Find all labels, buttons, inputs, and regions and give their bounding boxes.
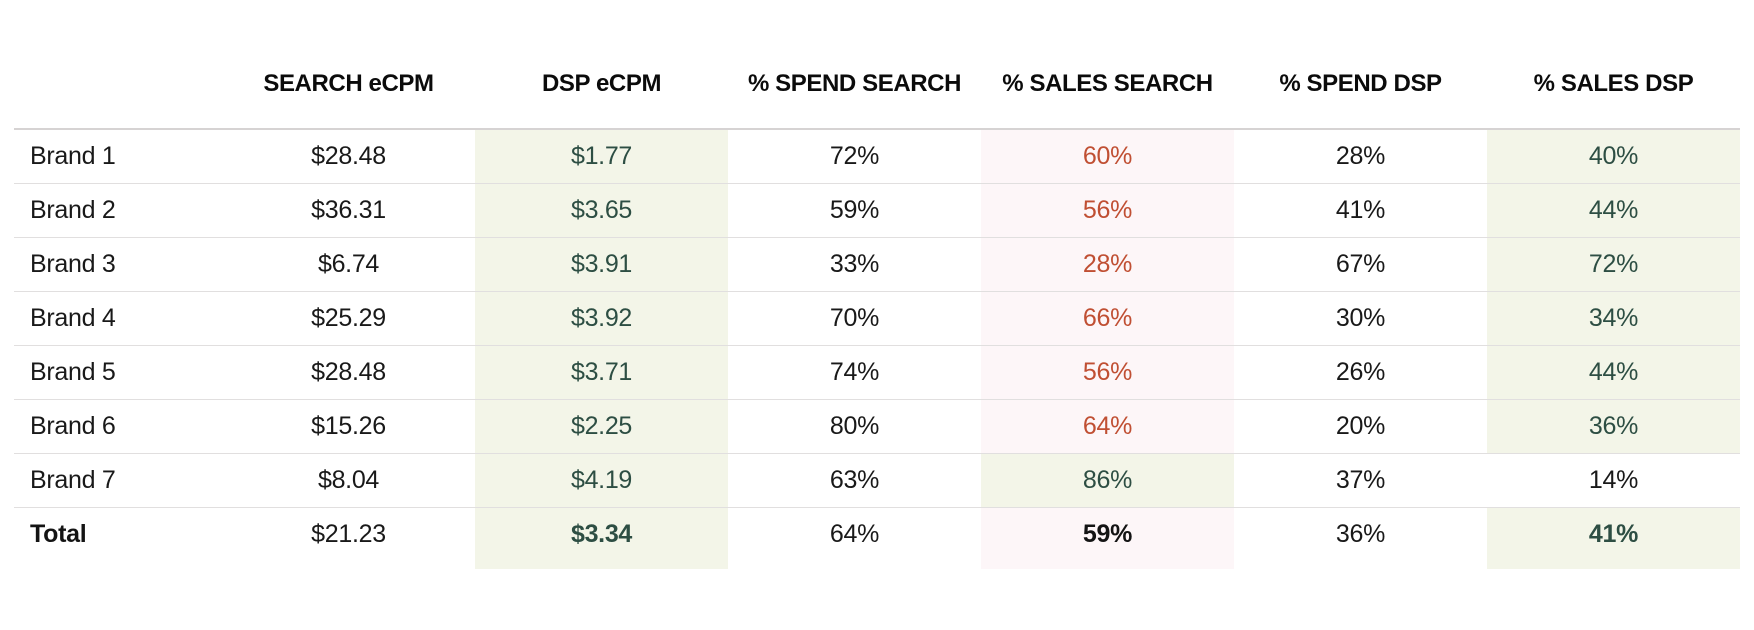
band-spacer-row (14, 561, 1740, 569)
total-search-ecpm-cell: $21.23 (311, 520, 386, 548)
sales-dsp-cell: 36% (1487, 399, 1740, 454)
table-body: Brand 1 $28.48 $1.77 72% 60% 28% 40% Brand 2 $36… (14, 129, 1740, 569)
spend-dsp-cell: 26% (1234, 345, 1487, 400)
total-row: Total $21.23 $3.34 64% 59% 36% 41% (14, 507, 1740, 561)
search-ecpm-cell: $28.48 (222, 129, 475, 184)
metrics-table-container: SEARCH eCPM DSP eCPM % SPEND SEARCH % SA… (14, 40, 1740, 569)
header-search-ecpm: SEARCH eCPM (222, 40, 475, 130)
total-sales-search-cell: 59% (981, 507, 1234, 561)
search-ecpm-cell: $28.48 (222, 345, 475, 400)
dsp-ecpm-cell: $3.71 (475, 345, 728, 400)
search-ecpm-cell: $25.29 (222, 291, 475, 346)
total-label-cell: Total (30, 520, 87, 548)
sales-search-cell: 66% (981, 291, 1234, 346)
sales-dsp-cell: 14% (1487, 453, 1740, 508)
spend-dsp-cell: 28% (1234, 129, 1487, 184)
dsp-ecpm-cell: $3.92 (475, 291, 728, 346)
table-row: Brand 2 $36.31 $3.65 59% 56% 41% 44% (14, 183, 1740, 238)
search-ecpm-cell: $6.74 (222, 237, 475, 292)
header-brand (14, 40, 222, 130)
table-row: Brand 3 $6.74 $3.91 33% 28% 67% 72% (14, 237, 1740, 292)
spend-search-cell: 74% (728, 345, 981, 400)
sales-search-cell: 86% (981, 453, 1234, 508)
spend-search-cell: 72% (728, 129, 981, 184)
table-row: Brand 4 $25.29 $3.92 70% 66% 30% 34% (14, 291, 1740, 346)
spend-search-cell: 80% (728, 399, 981, 454)
brand-label-cell: Brand 6 (14, 399, 222, 454)
header-spend-dsp: % SPEND DSP (1234, 40, 1487, 130)
spend-dsp-cell: 41% (1234, 183, 1487, 238)
sales-dsp-cell: 72% (1487, 237, 1740, 292)
brand-label-cell: Brand 1 (14, 129, 222, 184)
brand-label-cell: Brand 2 (14, 183, 222, 238)
spend-search-cell: 33% (728, 237, 981, 292)
search-ecpm-cell: $15.26 (222, 399, 475, 454)
dsp-ecpm-cell: $3.91 (475, 237, 728, 292)
dsp-ecpm-cell: $3.65 (475, 183, 728, 238)
spend-search-cell: 63% (728, 453, 981, 508)
total-sales-dsp-cell: 41% (1487, 507, 1740, 561)
dsp-ecpm-cell: $1.77 (475, 129, 728, 184)
spend-dsp-cell: 30% (1234, 291, 1487, 346)
table-row: Brand 7 $8.04 $4.19 63% 86% 37% 14% (14, 453, 1740, 508)
header-dsp-ecpm: DSP eCPM (475, 40, 728, 130)
brand-label-cell: Brand 5 (14, 345, 222, 400)
sales-dsp-cell: 40% (1487, 129, 1740, 184)
band-spacer-cell (1487, 561, 1740, 569)
band-spacer-cell (981, 561, 1234, 569)
table-row: Brand 1 $28.48 $1.77 72% 60% 28% 40% (14, 129, 1740, 184)
sales-search-cell: 28% (981, 237, 1234, 292)
table-header: SEARCH eCPM DSP eCPM % SPEND SEARCH % SA… (14, 40, 1740, 130)
total-spend-dsp-cell: 36% (1335, 520, 1386, 548)
sales-dsp-cell: 44% (1487, 345, 1740, 400)
brand-performance-table: SEARCH eCPM DSP eCPM % SPEND SEARCH % SA… (14, 40, 1740, 569)
sales-search-cell: 60% (981, 129, 1234, 184)
band-spacer-cell (14, 561, 222, 569)
band-spacer-cell (1234, 561, 1487, 569)
brand-label-cell: Brand 4 (14, 291, 222, 346)
sales-dsp-cell: 44% (1487, 183, 1740, 238)
sales-dsp-cell: 34% (1487, 291, 1740, 346)
dsp-ecpm-cell: $4.19 (475, 453, 728, 508)
dsp-ecpm-cell: $2.25 (475, 399, 728, 454)
header-sales-search: % SALES SEARCH (981, 40, 1234, 130)
search-ecpm-cell: $8.04 (222, 453, 475, 508)
spend-search-cell: 70% (728, 291, 981, 346)
total-spend-search-cell: 64% (829, 520, 880, 548)
sales-search-cell: 64% (981, 399, 1234, 454)
sales-search-cell: 56% (981, 345, 1234, 400)
spend-search-cell: 59% (728, 183, 981, 238)
band-spacer-cell (475, 561, 728, 569)
brand-label-cell: Brand 3 (14, 237, 222, 292)
spend-dsp-cell: 20% (1234, 399, 1487, 454)
spend-dsp-cell: 67% (1234, 237, 1487, 292)
header-spend-search: % SPEND SEARCH (728, 40, 981, 130)
band-spacer-cell (728, 561, 981, 569)
band-spacer-cell (222, 561, 475, 569)
table-row: Brand 5 $28.48 $3.71 74% 56% 26% 44% (14, 345, 1740, 400)
spend-dsp-cell: 37% (1234, 453, 1487, 508)
brand-label-cell: Brand 7 (14, 453, 222, 508)
sales-search-cell: 56% (981, 183, 1234, 238)
total-dsp-ecpm-cell: $3.34 (475, 507, 728, 561)
search-ecpm-cell: $36.31 (222, 183, 475, 238)
header-sales-dsp: % SALES DSP (1487, 40, 1740, 130)
header-row: SEARCH eCPM DSP eCPM % SPEND SEARCH % SA… (14, 40, 1740, 130)
table-row: Brand 6 $15.26 $2.25 80% 64% 20% 36% (14, 399, 1740, 454)
